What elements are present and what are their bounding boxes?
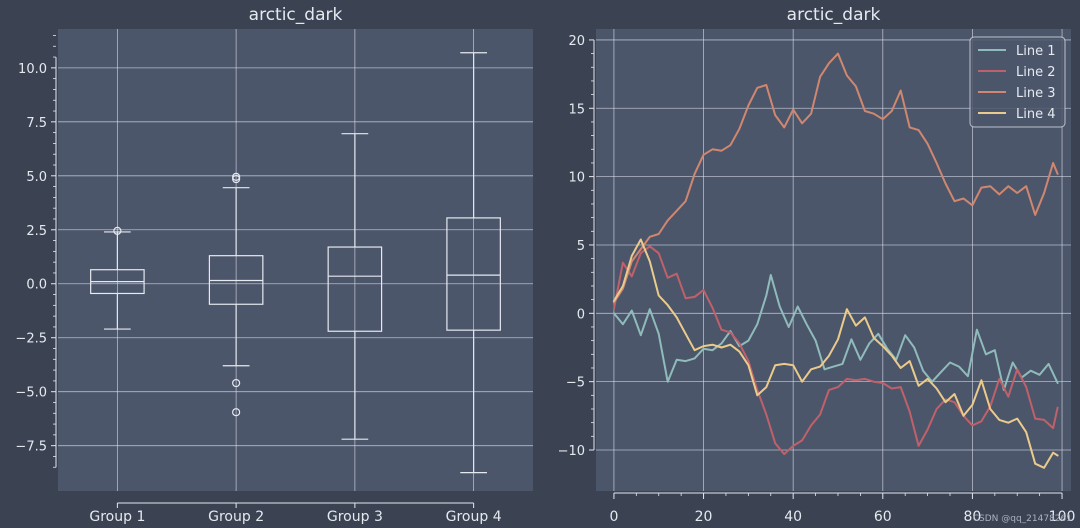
box-outlier xyxy=(232,172,241,181)
y-tick-label: 15 xyxy=(568,102,585,117)
legend-label: Line 1 xyxy=(1016,44,1056,59)
y-tick-label: 5 xyxy=(577,239,585,254)
box-plot-axes: arctic_dark −7.5 −5.0 −2.5 0.0 2.5 5.0 7.5 10.0… xyxy=(15,5,533,525)
legend: Line 1 Line 2 Line 3 Line 4 xyxy=(969,36,1066,128)
y-tick-label: −7.5 xyxy=(15,440,47,455)
box-iqr xyxy=(446,217,501,331)
y-tick-label: 10 xyxy=(568,171,585,186)
line-plot-axes: arctic_dark −10 −5 0 5 10 15 20 0 20 40 60 80 100 Lin… xyxy=(558,5,1076,525)
y-tick-label: −5.0 xyxy=(15,386,47,401)
y-tick-label: 0.0 xyxy=(26,278,47,293)
box-outlier xyxy=(232,378,241,388)
legend-label: Line 4 xyxy=(1016,107,1056,122)
y-tick-label: −2.5 xyxy=(15,332,47,347)
y-tick-label: 5.0 xyxy=(26,170,47,185)
x-tick-label: 0 xyxy=(609,509,618,525)
series-line-line-1 xyxy=(612,274,1059,391)
x-tick-label: 40 xyxy=(784,509,802,525)
x-tick-label: 60 xyxy=(874,509,892,525)
x-tick-label: Group 3 xyxy=(327,509,383,525)
y-tick-label: 7.5 xyxy=(26,116,47,131)
legend-label: Line 2 xyxy=(1016,65,1056,80)
y-tick-label: 0 xyxy=(577,307,585,322)
box-outlier xyxy=(113,226,122,235)
y-tick-label: −5 xyxy=(566,376,585,391)
x-tick-label: Group 4 xyxy=(446,509,502,525)
box-iqr xyxy=(327,246,383,332)
x-tick-label: 100 xyxy=(1049,509,1076,525)
x-tick-label: 20 xyxy=(695,509,713,525)
y-tick-label: −10 xyxy=(558,444,585,459)
watermark: CSDN @qq_21478261 xyxy=(972,514,1072,524)
series-line-line-3 xyxy=(612,52,1059,304)
y-tick-label: 10.0 xyxy=(18,62,47,77)
series-line-line-4 xyxy=(612,238,1059,469)
x-tick-label: Group 1 xyxy=(89,509,145,525)
box-outlier xyxy=(232,408,241,417)
box-plot-background xyxy=(58,29,533,491)
line-plot-title: arctic_dark xyxy=(787,5,881,25)
y-tick-label: 20 xyxy=(568,34,585,49)
box-outlier xyxy=(232,174,241,184)
y-tick-label: 2.5 xyxy=(26,224,47,239)
series-line-line-2 xyxy=(612,245,1059,456)
x-tick-label: 80 xyxy=(964,509,982,525)
x-tick-label: Group 2 xyxy=(208,509,264,525)
legend-frame xyxy=(969,36,1066,128)
box-plot-title: arctic_dark xyxy=(249,5,343,25)
legend-label: Line 3 xyxy=(1016,86,1056,101)
